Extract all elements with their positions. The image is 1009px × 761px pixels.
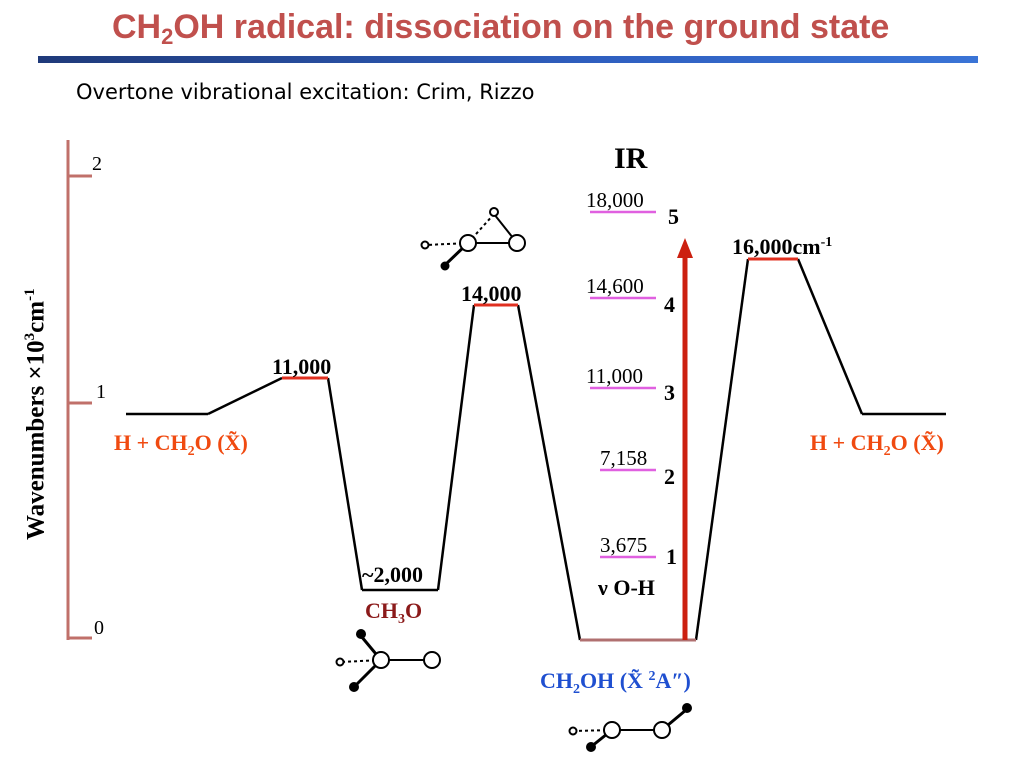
ir-label: IR (614, 142, 648, 175)
ch3o-well-label: ~2,000 (362, 562, 423, 587)
overtone-number: 1 (666, 544, 677, 569)
slide-subtitle: Overtone vibrational excitation: Crim, R… (76, 80, 535, 104)
overtone-number: 2 (664, 464, 675, 489)
nu-oh-label: ν O-H (597, 575, 655, 600)
h-ch2o-left-label: H + CH2O (X̃) (114, 430, 248, 459)
overtone-value: 11,000 (586, 364, 643, 388)
overtone-value: 18,000 (586, 188, 644, 212)
overtone-number: 5 (668, 204, 679, 229)
overtone-value: 3,675 (600, 533, 647, 557)
ts2-label: 14,000 (461, 281, 522, 306)
ts2-molecule-icon (420, 207, 526, 271)
ch2oh-molecule-icon (568, 703, 692, 752)
y-axis: 2 1 0 (66, 140, 106, 640)
y-tick-label: 1 (96, 381, 106, 403)
y-tick-label: 0 (94, 617, 104, 639)
overtone-number: 3 (664, 380, 675, 405)
slide-title: CH2OH radical: dissociation on the groun… (112, 8, 890, 49)
title-rule (38, 56, 978, 63)
overtone-levels: 18,000 5 14,600 4 11,000 3 7,158 2 3,675… (586, 188, 679, 569)
h-ch2o-right-label: H + CH2O (X̃) (810, 430, 944, 459)
overtone-value: 7,158 (600, 446, 647, 470)
overtone-number: 4 (664, 292, 675, 317)
ch3o-label: CH3O (365, 598, 422, 627)
ch2oh-label: CH2OH (X̃ 2A″) (540, 668, 691, 697)
y-tick-label: 2 (92, 153, 102, 175)
overtone-value: 14,600 (586, 274, 644, 298)
energy-path (126, 258, 946, 641)
ir-excitation-arrow (677, 238, 693, 640)
ch3o-molecule-icon (335, 629, 441, 692)
ts1-label: 11,000 (272, 354, 331, 379)
ts3-label: 16,000cm-1 (732, 234, 832, 259)
